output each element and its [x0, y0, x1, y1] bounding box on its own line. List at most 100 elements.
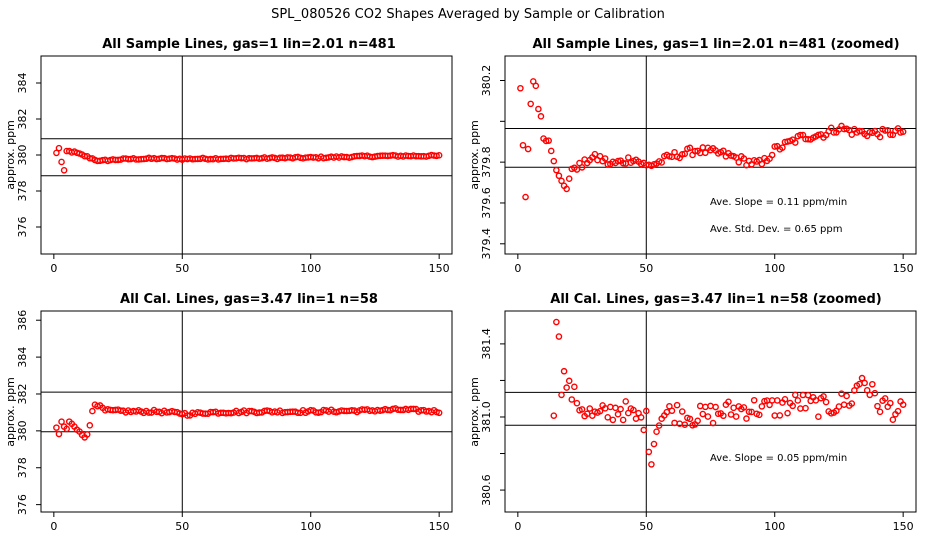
data-point	[553, 318, 560, 326]
data-point	[894, 407, 902, 415]
data-point	[650, 440, 658, 448]
y-tick-label: 376	[16, 494, 29, 515]
data-point	[771, 412, 779, 419]
data-point	[625, 154, 632, 161]
data-point	[435, 152, 443, 159]
data-point	[653, 428, 660, 435]
data-point	[848, 400, 856, 407]
data-point	[740, 404, 748, 411]
x-tick-label: 0	[514, 262, 521, 275]
data-point	[550, 157, 558, 165]
data-point	[735, 158, 743, 166]
data-point	[858, 374, 866, 382]
data-point	[184, 412, 191, 419]
data-point	[517, 84, 524, 92]
panel-title: All Cal. Lines, gas=3.47 lin=1 n=58	[120, 292, 378, 307]
data-point	[802, 404, 809, 412]
data-point	[856, 127, 863, 135]
data-point	[812, 397, 820, 404]
data-point	[612, 404, 619, 412]
data-point	[145, 409, 153, 416]
data-point	[53, 424, 60, 431]
data-point	[558, 177, 565, 185]
data-point	[840, 401, 848, 408]
data-point	[55, 144, 63, 152]
data-point	[545, 137, 552, 144]
y-axis-label: approx. ppm	[468, 120, 481, 190]
data-point	[537, 113, 545, 120]
data-point	[532, 82, 540, 90]
data-point	[550, 412, 558, 419]
data-point	[614, 410, 622, 418]
data-point	[604, 161, 612, 168]
data-point	[522, 193, 529, 201]
data-point	[874, 402, 881, 410]
y-tick-label: 381.0	[480, 401, 493, 433]
data-point	[799, 391, 807, 399]
data-point	[648, 461, 655, 468]
plot-frame	[40, 310, 453, 513]
data-point	[555, 172, 563, 180]
data-point	[524, 145, 532, 153]
data-point	[58, 158, 65, 166]
data-point	[573, 166, 581, 173]
data-point	[604, 414, 612, 421]
x-tick-label: 0	[50, 262, 57, 275]
x-tick-label: 50	[639, 262, 653, 275]
data-point	[822, 398, 830, 406]
data-point	[410, 405, 417, 413]
y-tick-label: 380	[16, 420, 29, 441]
data-point	[804, 391, 812, 399]
data-point	[899, 401, 907, 408]
data-point	[835, 403, 843, 410]
data-point	[830, 129, 838, 136]
data-point	[881, 395, 889, 402]
data-point	[596, 407, 604, 415]
data-point	[86, 422, 94, 429]
data-point	[519, 141, 527, 149]
x-tick-label: 0	[50, 520, 57, 533]
data-point	[527, 100, 534, 108]
plot-frame	[504, 310, 917, 513]
data-point	[743, 415, 750, 422]
y-tick-label: 380.2	[480, 65, 493, 97]
data-point	[640, 426, 648, 434]
data-point	[797, 131, 804, 139]
data-point	[553, 166, 560, 174]
data-point	[709, 419, 717, 427]
data-point	[702, 403, 709, 411]
data-point	[686, 415, 694, 423]
data-point	[658, 159, 665, 166]
data-point	[851, 387, 858, 394]
data-point	[565, 175, 573, 183]
data-point	[899, 128, 907, 136]
data-point	[596, 152, 604, 160]
data-point	[889, 416, 897, 423]
panel-3: All Cal. Lines, gas=3.47 lin=1 n=58 (zoo…	[468, 292, 917, 533]
data-point	[573, 399, 581, 407]
x-tick-label: 100	[300, 520, 321, 533]
data-point	[637, 414, 645, 421]
y-tick-label: 378	[16, 181, 29, 202]
data-point	[768, 151, 776, 159]
data-point	[681, 421, 689, 428]
data-point	[756, 411, 763, 419]
y-tick-label: 386	[16, 310, 29, 331]
data-point	[607, 403, 614, 411]
data-point	[58, 418, 65, 426]
data-point	[704, 413, 712, 420]
y-axis-label: approx. ppm	[4, 120, 17, 190]
figure-title: SPL_080526 CO2 Shapes Averaged by Sample…	[271, 7, 665, 22]
data-point	[578, 164, 586, 171]
data-point	[820, 393, 827, 400]
data-point	[307, 406, 315, 414]
data-point	[617, 405, 624, 413]
data-point	[83, 431, 91, 438]
data-point	[294, 409, 302, 417]
data-point	[630, 406, 637, 414]
data-point	[560, 367, 568, 375]
annotation-slope: Ave. Slope = 0.11 ppm/min	[710, 197, 847, 208]
data-point	[60, 167, 68, 174]
data-point	[681, 150, 689, 158]
data-point	[866, 391, 874, 399]
